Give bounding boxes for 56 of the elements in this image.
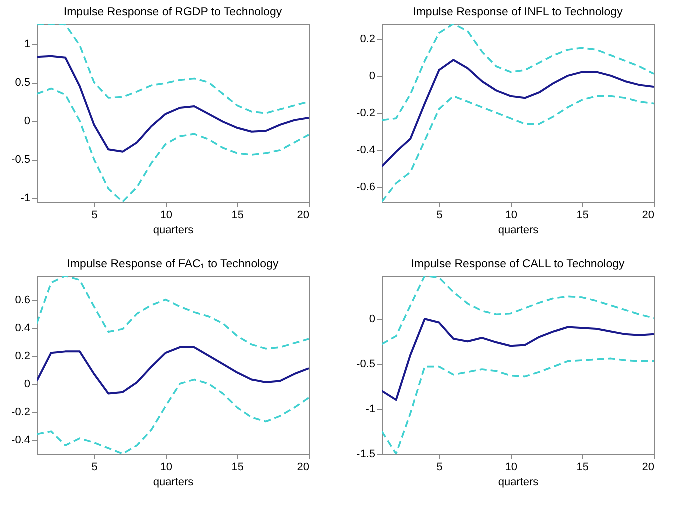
y-tick-label: 0.2 — [360, 33, 376, 46]
line-series — [382, 276, 654, 346]
y-tick-label: -0.2 — [356, 108, 376, 120]
x-tick-label: 10 — [160, 462, 172, 474]
y-tick-label: 0.2 — [15, 350, 30, 362]
x-tick-label: 20 — [642, 210, 654, 222]
x-tick-label: 10 — [160, 210, 172, 222]
line-series — [382, 24, 654, 122]
x-axis-title: quarters — [498, 224, 540, 236]
y-tick-label: -0.6 — [356, 182, 376, 194]
x-tick-label: 15 — [576, 462, 590, 474]
chart-title: Impulse Response of INFL to Technology — [413, 6, 624, 18]
y-tick-label: 0.6 — [15, 294, 30, 306]
chart-title: Impulse Response of RGDP to Technology — [64, 6, 282, 18]
x-axis-title: quarters — [153, 224, 194, 236]
chart-title: Impulse Response of CALL to Technology — [411, 258, 626, 270]
x-axis-title: quarters — [153, 476, 194, 488]
line-series — [37, 24, 309, 114]
line-series — [37, 276, 309, 350]
y-tick-label: 1 — [24, 38, 30, 51]
line-series — [37, 88, 309, 202]
line-series — [382, 358, 654, 454]
y-tick-label: -1 — [366, 404, 376, 416]
line-series — [382, 59, 654, 168]
y-tick-label: 0 — [369, 70, 376, 82]
chart-title: Impulse Response of FAC₁ to Technology — [67, 258, 279, 270]
x-tick-label: 15 — [232, 462, 244, 474]
x-tick-label: 5 — [436, 210, 443, 222]
x-tick-label: 20 — [297, 210, 310, 222]
line-series — [37, 346, 309, 395]
y-tick-label: 0.5 — [15, 77, 30, 90]
x-tick-label: 15 — [576, 210, 590, 222]
x-tick-label: 15 — [232, 210, 244, 222]
y-tick-label: -0.4 — [356, 144, 376, 157]
y-tick-label: -0.4 — [12, 434, 30, 446]
line-series — [37, 378, 309, 454]
line-series — [382, 318, 654, 402]
x-tick-label: 20 — [642, 462, 654, 474]
line-series — [37, 55, 309, 153]
y-tick-label: 0 — [24, 378, 30, 390]
x-tick-label: 10 — [505, 210, 518, 222]
x-axis-title: quarters — [498, 476, 540, 488]
line-series — [382, 95, 654, 202]
y-tick-label: 0.4 — [15, 322, 30, 334]
y-tick-label: -0.2 — [12, 406, 30, 418]
y-tick-label: -1.5 — [356, 448, 376, 460]
y-tick-label: 0 — [369, 314, 376, 326]
y-tick-label: -1 — [20, 192, 30, 205]
x-tick-label: 20 — [297, 462, 310, 474]
x-tick-label: 5 — [92, 210, 98, 222]
y-tick-label: -0.5 — [356, 358, 376, 371]
x-tick-label: 10 — [505, 462, 518, 474]
x-tick-label: 5 — [92, 462, 98, 474]
y-tick-label: 0 — [24, 116, 30, 128]
y-tick-label: -0.5 — [12, 154, 30, 166]
x-tick-label: 5 — [436, 462, 443, 474]
